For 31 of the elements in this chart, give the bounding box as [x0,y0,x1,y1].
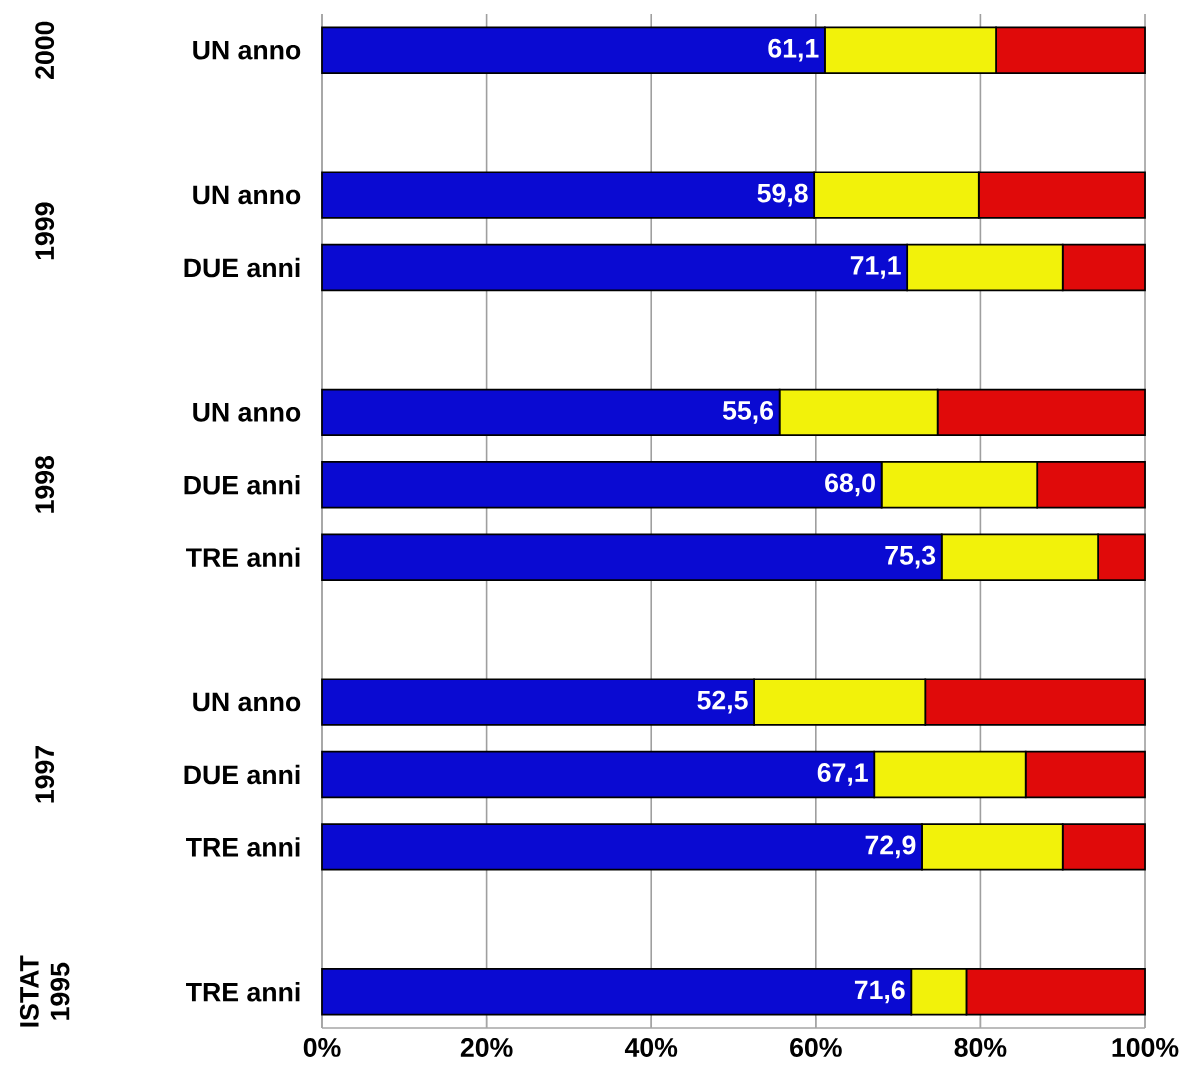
data-label: 61,1 [768,38,819,62]
data-label: 75,3 [885,545,936,569]
y-tick-label: TRE anni [186,981,300,1002]
data-label: 67,1 [817,763,868,786]
text: ISTAT 1995 [19,955,70,1027]
y-tick-label: UN anno [193,40,301,60]
y-tick-label: TRE anni [186,837,300,857]
y-tick-label: DUE anni [184,257,300,278]
y-tick-label: DUE anni [184,474,300,495]
data-label: 55,6 [722,400,774,424]
text: 1999 [35,202,55,260]
data-label: 52,5 [697,690,748,714]
y-tick-label: UN anno [193,692,301,712]
y-tick-label: UN anno [193,403,301,422]
data-label: 68,0 [825,473,875,497]
text: 1998 [35,455,55,513]
data-label: 59,8 [757,183,808,207]
x-tick-label: 100% [1112,1038,1179,1057]
x-tick-label: 80% [954,1038,1007,1057]
text: 1997 [35,746,55,803]
y-tick-label: DUE anni [184,764,300,785]
x-tick-label: 0% [303,1038,341,1057]
data-label: 71,1 [850,256,901,279]
y-tick-label: TRE anni [186,547,300,567]
y-tick-label: UN anno [193,185,301,205]
data-label: 72,9 [865,835,916,859]
data-label: 71,6 [854,980,905,1004]
x-tick-label: 60% [790,1038,842,1057]
text: 2000 [35,21,55,79]
x-tick-label: 20% [460,1038,513,1057]
x-tick-label: 40% [624,1038,678,1057]
